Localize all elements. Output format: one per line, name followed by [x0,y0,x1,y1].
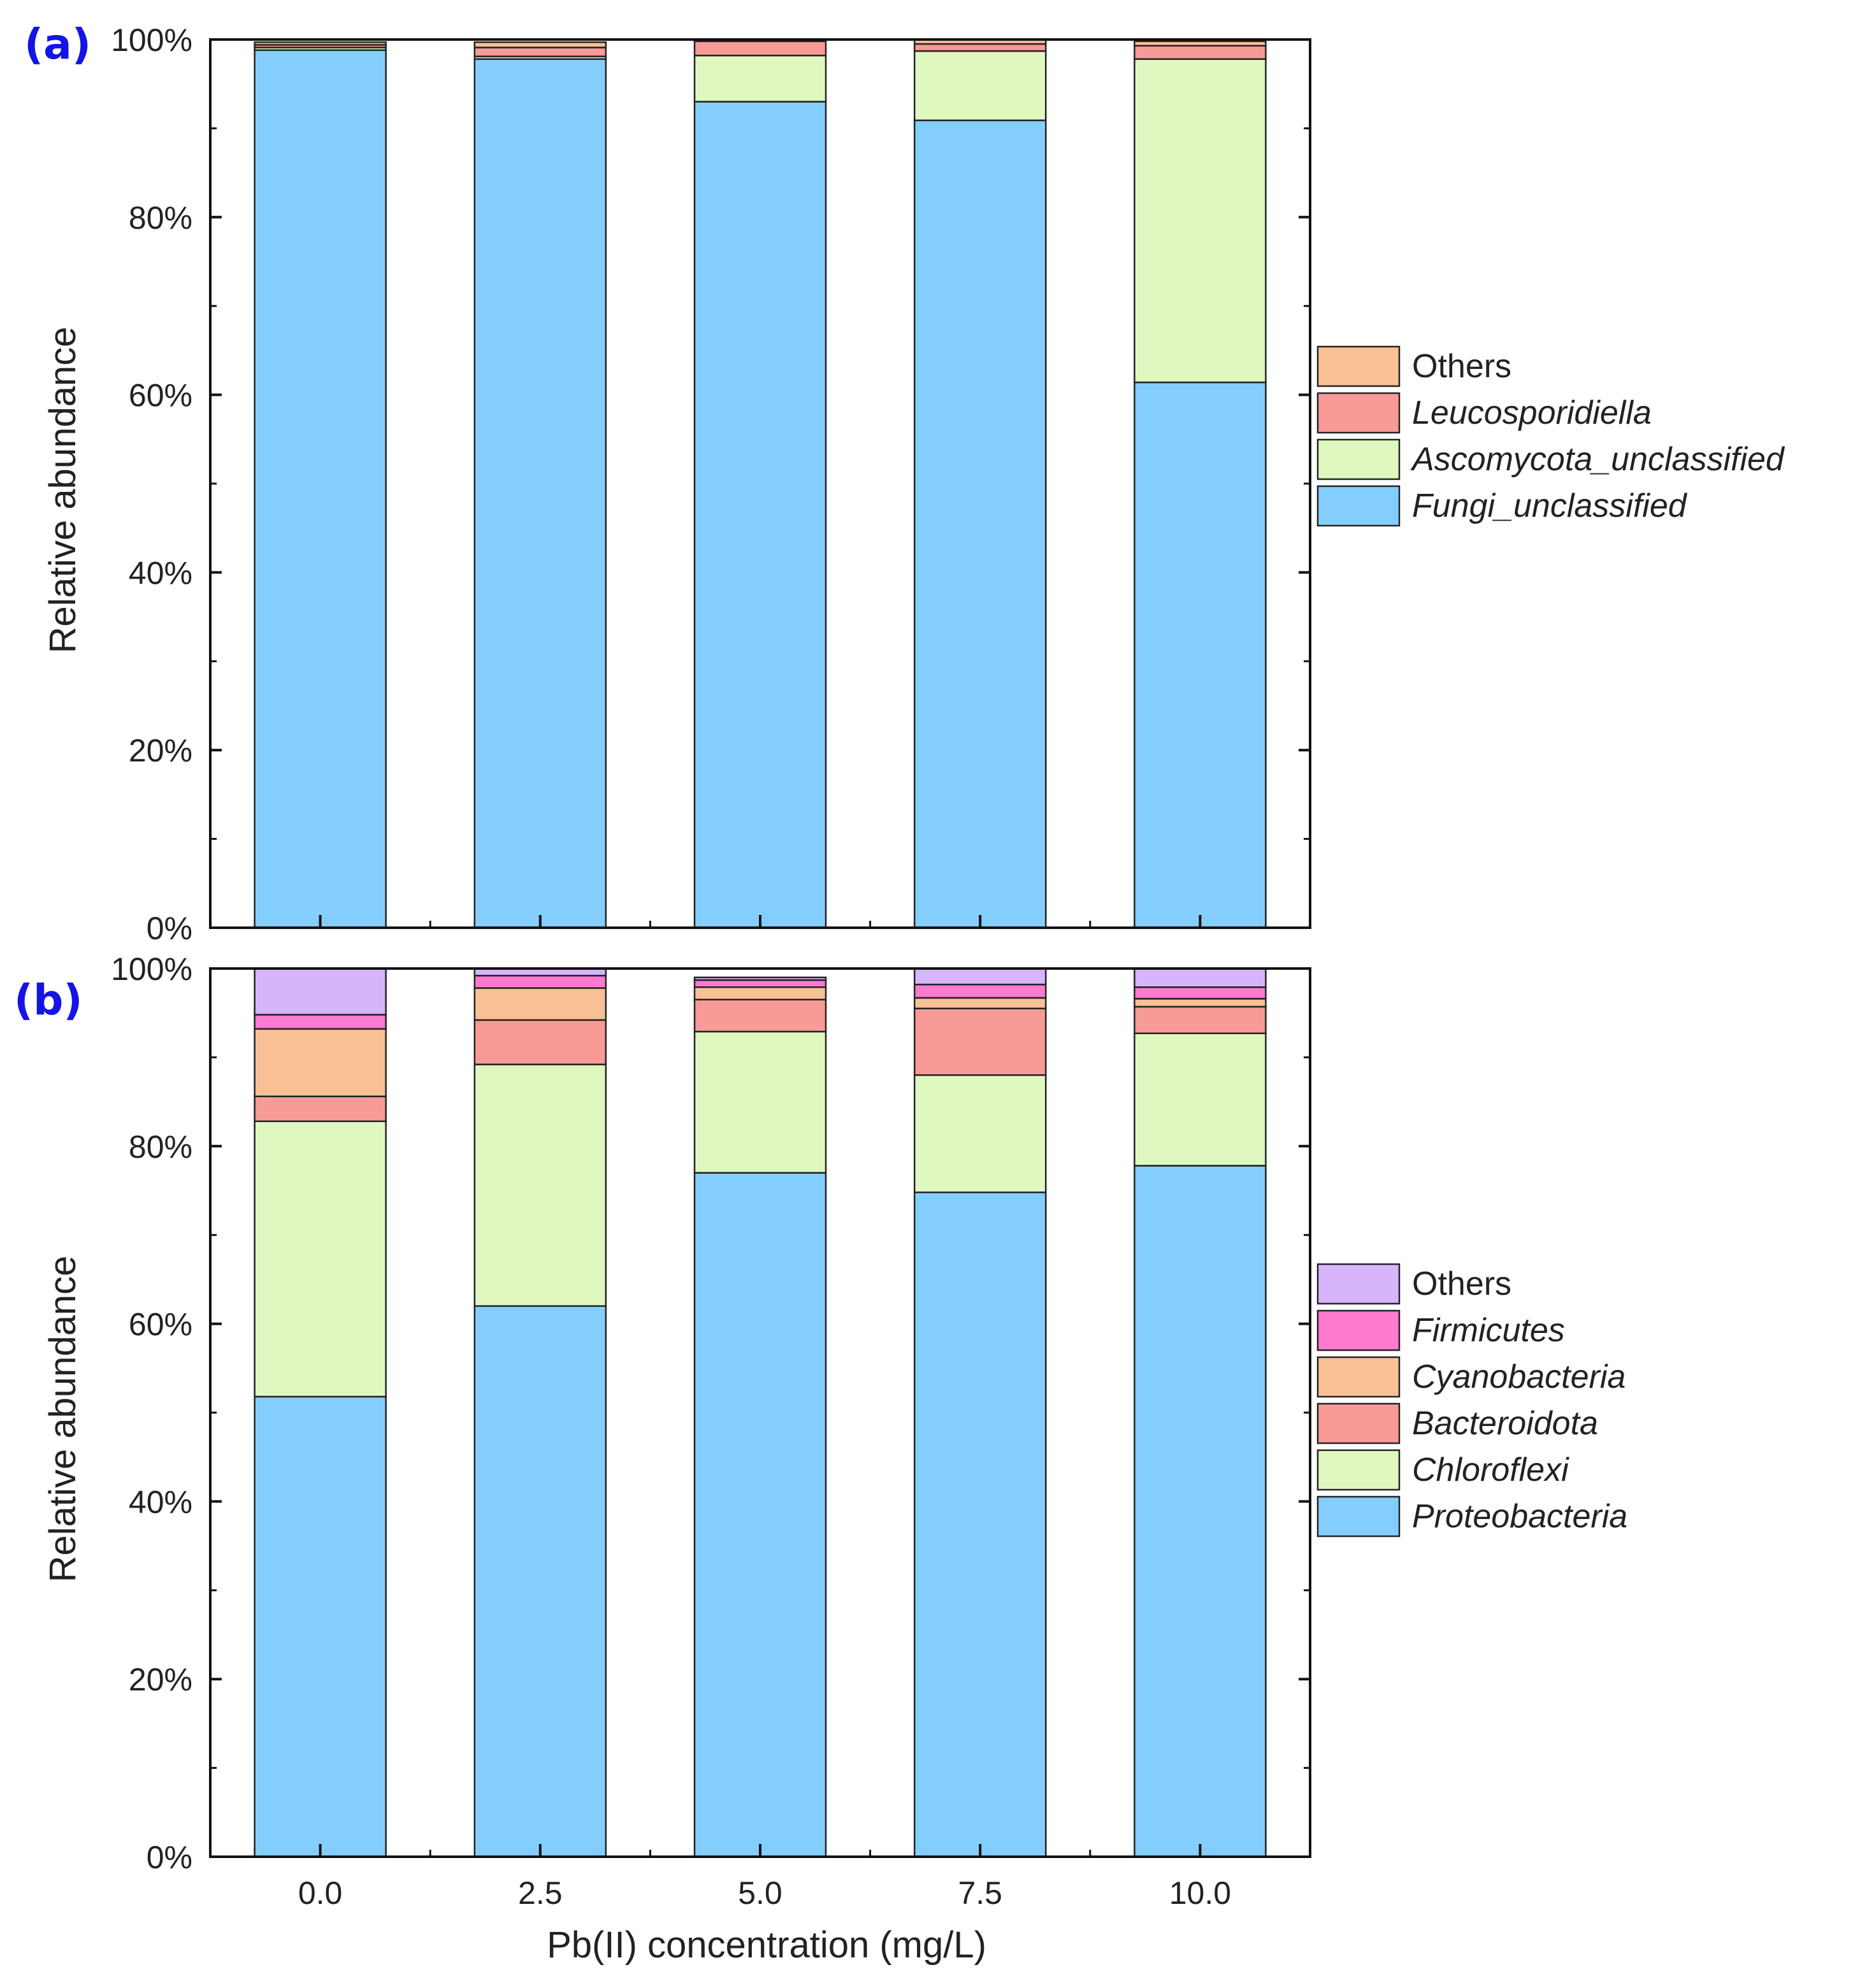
bar-fungi-unclassified-4 [1134,381,1267,929]
x-tick-label: 5.0 [738,1875,782,1911]
y-tick-label: 40% [129,1484,192,1520]
bar-others-4 [1134,967,1267,988]
legend: Others Leucosporidiella Ascomycota_unclass… [1316,345,1785,527]
bar-cyanobacteria-2 [693,986,827,1001]
bar-cyanobacteria-3 [913,997,1047,1009]
bar-others-4 [1134,40,1267,47]
panel-label: (a) [24,20,91,69]
y-axis-title: Relative abundance [42,327,83,654]
bar-others-3 [913,967,1047,986]
legend-swatch [1316,485,1401,527]
bar-chloroflexi-1 [473,1063,607,1307]
bar-proteobacteria-3 [913,1192,1047,1858]
y-tick-label: 0% [147,911,192,946]
bar-chloroflexi-3 [913,1074,1047,1193]
legend-label: Firmicutes [1412,1312,1565,1349]
legend-label: Fungi_unclassified [1412,487,1688,524]
bar-leucosporidiella-2 [693,40,827,57]
x-axis-title: Pb(II) concentration (mg/L) [547,1924,986,1966]
legend-swatch [1316,392,1401,434]
bar-firmicutes-2 [693,979,827,988]
y-tick-label: 100% [111,951,192,987]
bar-cyanobacteria-0 [254,1028,387,1097]
bar-bacteroidota-3 [913,1007,1047,1076]
y-axis-title: Relative abundance [42,1256,83,1583]
bar-cyanobacteria-1 [473,987,607,1021]
chart-panel-b: (b) 0% 20% 40% 60% 80% 100% 0.0 2.5 5.0 7.5 10.0 Pb(… [14,951,1627,1966]
legend-label: Chloroflexi [1412,1451,1569,1488]
y-tick-label: 80% [129,1129,192,1165]
bar-leucosporidiella-4 [1134,45,1267,60]
bar-chloroflexi-2 [693,1030,827,1174]
y-tick-label: 60% [129,378,192,414]
x-tick-label: 2.5 [518,1875,563,1911]
bar-bacteroidota-2 [693,998,827,1033]
legend-swatch [1316,1263,1401,1305]
bar-proteobacteria-0 [254,1395,387,1858]
legend-label: Ascomycota_unclassified [1410,441,1785,478]
bar-leucosporidiella-3 [913,43,1047,52]
legend-label: Bacteroidota [1412,1405,1598,1442]
bar-bacteroidota-1 [473,1019,607,1065]
bars [254,38,1267,929]
bar-fungi-unclassified-0 [254,49,387,929]
bar-cyanobacteria-4 [1134,998,1267,1008]
y-tick-label: 100% [111,22,192,58]
bar-fungi-unclassified-2 [693,101,827,929]
bar-others-2 [693,976,827,981]
bar-ascomycota-unclassified-4 [1134,58,1267,384]
bar-chloroflexi-4 [1134,1032,1267,1167]
bar-proteobacteria-2 [693,1172,827,1858]
y-tick-label: 40% [129,555,192,591]
bar-others-0 [254,41,387,46]
legend-swatch [1316,1495,1401,1538]
y-tick-label: 20% [129,733,192,768]
x-tick-label: 0.0 [298,1875,343,1911]
y-tick-label: 0% [147,1840,192,1875]
bar-leucosporidiella-1 [473,47,607,57]
bar-proteobacteria-1 [473,1305,607,1858]
bar-firmicutes-0 [254,1014,387,1030]
legend-label: Cyanobacteria [1412,1358,1626,1395]
legend-swatch [1316,1356,1401,1398]
bar-bacteroidota-0 [254,1095,387,1123]
panel-label: (b) [14,976,83,1025]
y-tick-label: 20% [129,1662,192,1697]
bar-ascomycota-unclassified-2 [693,54,827,103]
bar-others-0 [254,967,387,1016]
legend-label: Proteobacteria [1412,1498,1627,1535]
x-tick-label: 7.5 [958,1875,1002,1911]
legend-label: Others [1412,1265,1511,1302]
y-tick-label: 80% [129,200,192,236]
legend-label: Leucosporidiella [1412,394,1652,431]
bar-firmicutes-4 [1134,986,1267,1000]
legend: Others Firmicutes Cyanobacteria Bacteroidot… [1316,1263,1627,1538]
bar-fungi-unclassified-1 [473,58,607,929]
bar-others-1 [473,41,607,48]
bar-chloroflexi-0 [254,1120,387,1398]
legend-swatch [1316,1309,1401,1351]
legend-label: Others [1412,348,1511,385]
bar-proteobacteria-4 [1134,1165,1267,1858]
bar-firmicutes-1 [473,974,607,989]
bar-bacteroidota-4 [1134,1005,1267,1035]
chart-panel-a: (a) 0% 20% 40% 60% 80% 100% Relative abundance O… [24,20,1785,946]
y-tick-label: 60% [129,1307,192,1343]
bar-firmicutes-3 [913,983,1047,999]
bar-fungi-unclassified-3 [913,119,1047,929]
legend-swatch [1316,1402,1401,1444]
bar-ascomycota-unclassified-3 [913,50,1047,122]
legend-swatch [1316,345,1401,387]
legend-swatch [1316,1449,1401,1491]
legend-swatch [1316,438,1401,480]
x-tick-label: 10.0 [1169,1875,1231,1911]
bars [254,967,1267,1858]
